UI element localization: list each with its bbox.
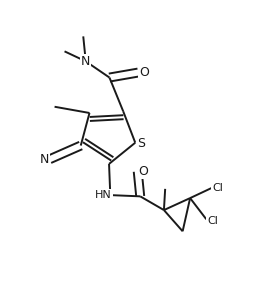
Text: Cl: Cl (211, 183, 222, 193)
Text: N: N (39, 153, 49, 166)
Text: Cl: Cl (206, 216, 217, 226)
Text: N: N (81, 55, 90, 68)
Text: O: O (139, 66, 149, 79)
Text: O: O (138, 165, 148, 178)
Text: S: S (137, 137, 145, 150)
Text: HN: HN (94, 190, 111, 200)
